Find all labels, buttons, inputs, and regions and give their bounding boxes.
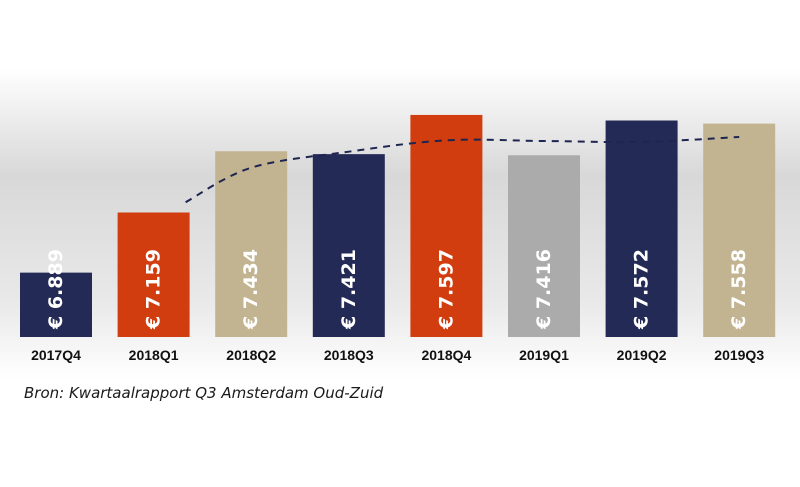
bar-2019Q2 xyxy=(605,120,678,337)
bar-value-label-2018Q1: € 7.159 xyxy=(143,249,165,330)
x-tick-2018Q3: 2018Q3 xyxy=(324,347,374,363)
bar-2018Q4 xyxy=(410,114,483,337)
bar-2019Q3 xyxy=(703,123,776,337)
x-tick-2019Q1: 2019Q1 xyxy=(519,347,569,363)
bar-2018Q1 xyxy=(117,212,190,337)
x-tick-2019Q3: 2019Q3 xyxy=(714,347,764,363)
bar-value-label-2018Q2: € 7.434 xyxy=(240,249,262,330)
bar-value-label-2019Q2: € 7.572 xyxy=(631,249,653,330)
bar-value-label-2019Q3: € 7.558 xyxy=(728,249,750,330)
bar-value-labels: € 6.889 € 7.159 € 7.434 € 7.421 € 7.597 € 7.4… xyxy=(45,249,750,330)
bar-2018Q2 xyxy=(215,151,288,337)
bar-2017Q4 xyxy=(20,272,92,337)
bar-2018Q3 xyxy=(312,154,385,337)
x-tick-2018Q1: 2018Q1 xyxy=(129,347,179,363)
x-tick-2018Q4: 2018Q4 xyxy=(421,347,471,363)
bar-value-label-2018Q4: € 7.597 xyxy=(435,249,457,330)
source-caption: Bron: Kwartaalrapport Q3 Amsterdam Oud-Z… xyxy=(24,384,384,402)
x-tick-2017Q4: 2017Q4 xyxy=(31,347,81,363)
bar-value-label-2019Q1: € 7.416 xyxy=(533,249,555,330)
x-axis-tick-labels: 2017Q4 2018Q1 2018Q2 2018Q3 2018Q4 2019Q1 2019… xyxy=(31,347,764,363)
bar-value-label-2017Q4: € 6.889 xyxy=(45,249,67,330)
x-tick-2018Q2: 2018Q2 xyxy=(226,347,276,363)
x-tick-2019Q2: 2019Q2 xyxy=(617,347,667,363)
bar-2019Q1 xyxy=(508,155,580,337)
bar-value-label-2018Q3: € 7.421 xyxy=(338,249,360,330)
bars-group xyxy=(20,114,776,337)
